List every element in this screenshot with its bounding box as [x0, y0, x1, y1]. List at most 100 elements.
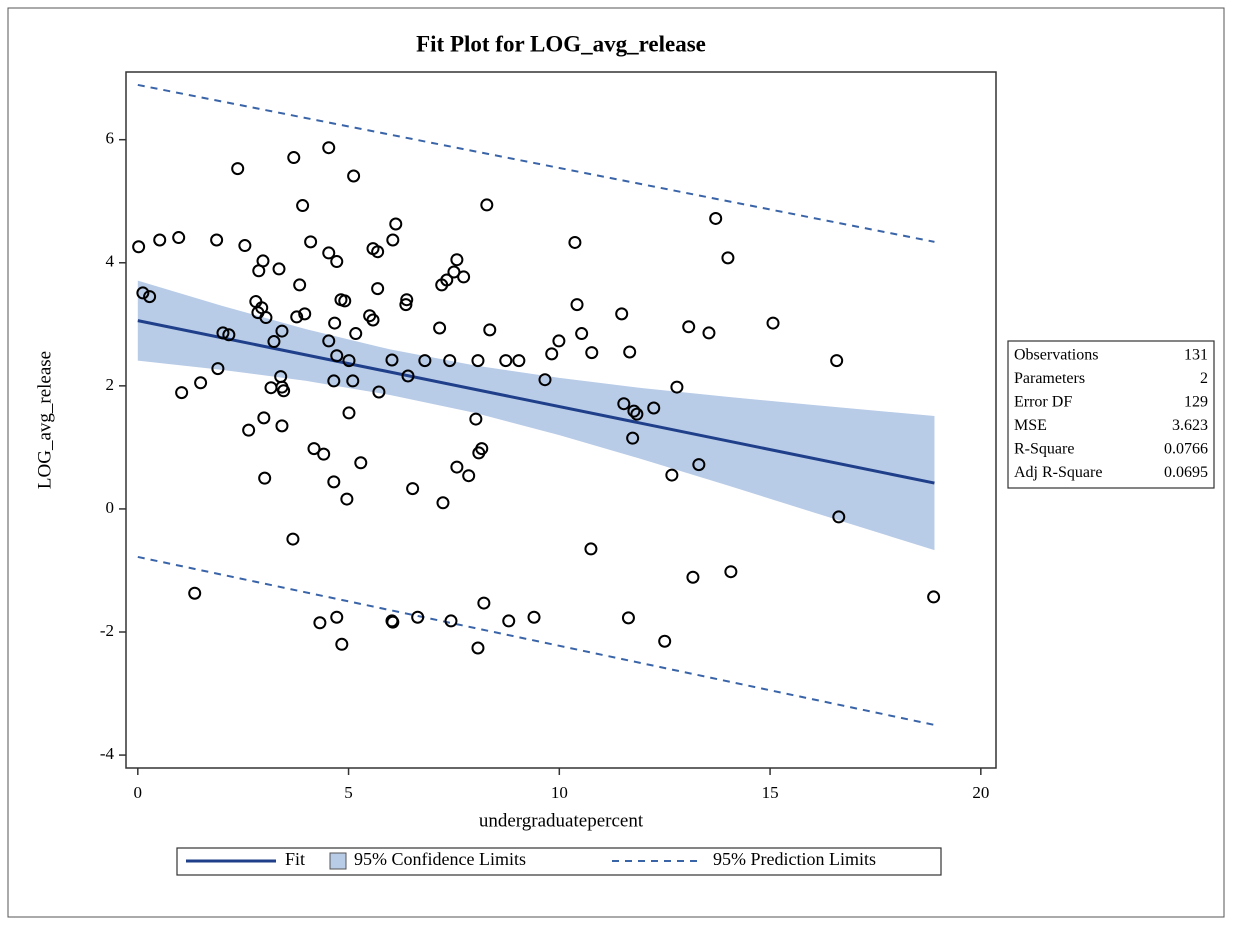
data-point — [354, 456, 368, 470]
data-point — [477, 596, 491, 610]
data-point — [450, 460, 464, 474]
data-point — [132, 240, 146, 254]
data-point — [340, 492, 354, 506]
data-point — [462, 469, 476, 483]
data-point — [568, 235, 582, 249]
data-point — [349, 327, 363, 341]
data-point — [418, 354, 432, 368]
data-point — [272, 262, 286, 276]
data-point — [617, 397, 631, 411]
plot-area — [125, 71, 997, 769]
data-point — [724, 565, 738, 579]
data-point — [338, 294, 352, 308]
data-point — [483, 323, 497, 337]
data-point — [304, 235, 318, 249]
data-point — [499, 354, 513, 368]
data-point — [585, 346, 599, 360]
data-point — [175, 386, 189, 400]
data-point — [210, 233, 224, 247]
data-point — [342, 406, 356, 420]
data-point — [366, 313, 380, 327]
data-point — [238, 239, 252, 253]
data-point — [436, 496, 450, 510]
data-point — [502, 614, 516, 628]
data-point — [399, 298, 413, 312]
data-point — [570, 298, 584, 312]
confidence-band — [137, 280, 935, 551]
data-point — [401, 369, 415, 383]
fit-line — [137, 319, 935, 485]
stats-value: 0.0766 — [1164, 441, 1208, 458]
data-point — [471, 641, 485, 655]
y-tick-label: 0 — [106, 498, 115, 517]
data-point — [406, 482, 420, 496]
stats-label: Adj R-Square — [1014, 464, 1102, 481]
data-point — [832, 510, 846, 524]
data-point — [386, 233, 400, 247]
data-point — [267, 335, 281, 349]
legend-label: Fit — [285, 849, 305, 869]
data-point — [372, 385, 386, 399]
data-point — [371, 245, 385, 259]
data-point — [256, 254, 270, 268]
data-point — [290, 310, 304, 324]
data-point — [385, 353, 399, 367]
data-point — [371, 282, 385, 296]
data-point — [293, 278, 307, 292]
data-point — [298, 307, 312, 321]
data-point — [527, 610, 541, 624]
stats-value: 131 — [1184, 347, 1208, 364]
data-point — [347, 169, 361, 183]
x-tick-label: 0 — [134, 783, 143, 802]
data-point — [307, 442, 321, 456]
data-point — [686, 570, 700, 584]
stats-label: MSE — [1014, 417, 1047, 434]
stats-value: 3.623 — [1172, 417, 1208, 434]
data-point — [287, 151, 301, 165]
data-point — [626, 431, 640, 445]
data-point — [136, 286, 150, 300]
data-point — [328, 316, 342, 330]
data-point — [275, 419, 289, 433]
stats-label: Observations — [1014, 347, 1098, 364]
prediction-limit — [137, 83, 935, 243]
data-point — [584, 542, 598, 556]
data-point — [702, 326, 716, 340]
data-point — [721, 251, 735, 265]
data-point — [545, 347, 559, 361]
data-point — [330, 255, 344, 269]
y-tick-label: 2 — [106, 375, 115, 394]
data-point — [670, 380, 684, 394]
legend-box — [176, 847, 942, 876]
data-point — [443, 354, 457, 368]
data-point — [621, 611, 635, 625]
data-point — [330, 610, 344, 624]
stats-box — [1007, 340, 1215, 489]
stats-label: Parameters — [1014, 370, 1085, 387]
data-point — [658, 634, 672, 648]
stats-value: 0.0695 — [1164, 464, 1208, 481]
data-point — [766, 316, 780, 330]
data-point — [538, 373, 552, 387]
data-point — [400, 293, 414, 307]
data-point — [709, 211, 723, 225]
data-point — [275, 324, 289, 338]
data-point — [386, 615, 400, 629]
x-tick-label: 5 — [344, 783, 353, 802]
data-point — [927, 590, 941, 604]
data-point — [277, 384, 291, 398]
data-point — [216, 326, 230, 340]
data-point — [630, 407, 644, 421]
data-point — [575, 327, 589, 341]
data-point — [411, 610, 425, 624]
data-point — [433, 321, 447, 335]
data-point — [172, 231, 186, 245]
data-point — [552, 334, 566, 348]
data-point — [313, 616, 327, 630]
data-point — [692, 458, 706, 472]
data-point — [258, 471, 272, 485]
data-point — [317, 447, 331, 461]
y-tick-label: 6 — [106, 129, 115, 148]
